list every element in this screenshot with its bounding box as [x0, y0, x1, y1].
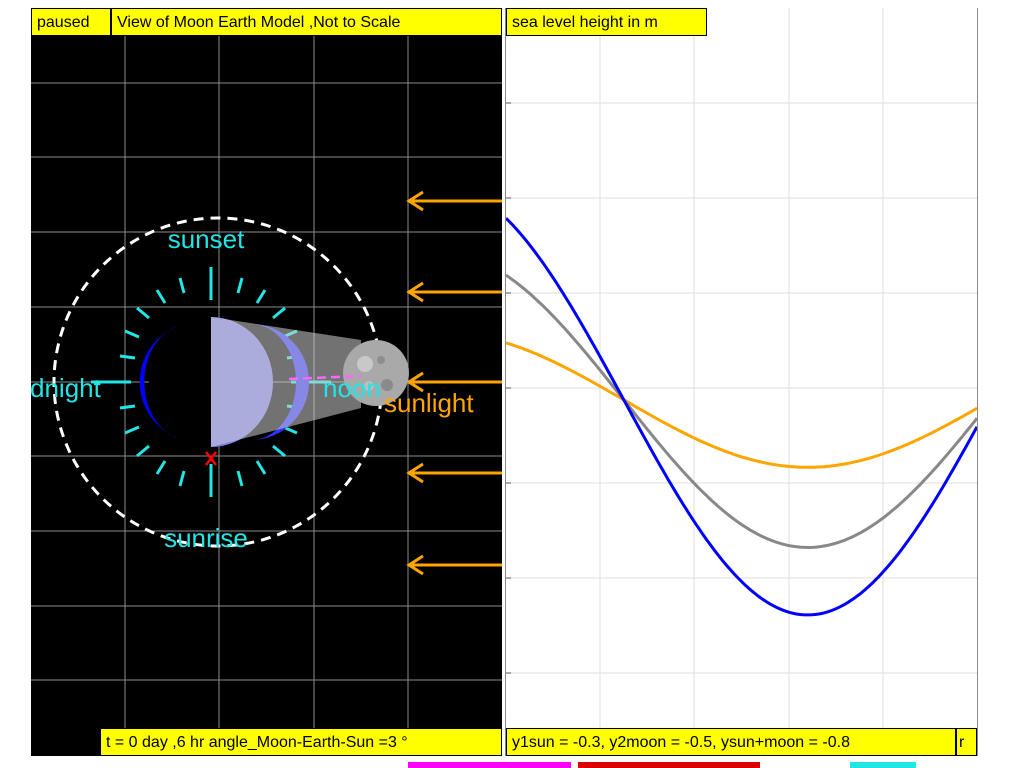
- paused-status-button[interactable]: paused: [31, 8, 111, 36]
- chart-grid: [506, 8, 977, 756]
- series-line-moon: [505, 273, 979, 550]
- control-strip[interactable]: [578, 762, 760, 768]
- readout-extra: r: [956, 728, 977, 756]
- sunlight-label: sunlight: [384, 388, 474, 418]
- moon: [343, 340, 409, 406]
- sunlight-arrow: [406, 462, 502, 484]
- sunrise-label: sunrise: [164, 523, 248, 553]
- sunlight-arrow: [406, 190, 502, 212]
- control-strip[interactable]: [850, 762, 916, 768]
- observer-marker: [205, 451, 217, 466]
- sunlight-arrow: [406, 371, 502, 393]
- series-line-sun: [505, 341, 978, 469]
- sea-level-chart-panel: sea level height in m y1sun = -0.3, y2mo…: [504, 8, 979, 756]
- moon-earth-view-canvas[interactable]: sunset sunrise dnight noon sunlight: [30, 8, 502, 756]
- moon-view-beam: [211, 317, 361, 447]
- sunset-label: sunset: [168, 224, 245, 254]
- sea-level-chart: [504, 8, 979, 756]
- sunlight-arrow: [406, 281, 502, 303]
- midnight-label: dnight: [31, 373, 102, 403]
- control-strip[interactable]: [408, 762, 571, 768]
- noon-label: noon: [323, 373, 381, 403]
- moon-earth-view-panel[interactable]: sunset sunrise dnight noon sunlight paus…: [30, 8, 502, 756]
- moon-direction-line: [288, 374, 362, 381]
- earth-night-side: [149, 317, 211, 447]
- sunlight-arrow: [406, 554, 502, 576]
- series-line-sun_plus_moon: [504, 217, 979, 617]
- sea-level-readout: y1sun = -0.3, y2moon = -0.5, ysun+moon =…: [506, 728, 956, 756]
- chart-title: sea level height in m: [506, 8, 707, 36]
- tidal-bulge-far-side: [139, 325, 181, 439]
- time-angle-readout: t = 0 day ,6 hr angle_Moon-Earth-Sun =3 …: [100, 728, 502, 756]
- left-panel-title: View of Moon Earth Model ,Not to Scale: [111, 8, 502, 36]
- view-grid: [31, 8, 502, 756]
- sunlight-arrows: [406, 190, 502, 576]
